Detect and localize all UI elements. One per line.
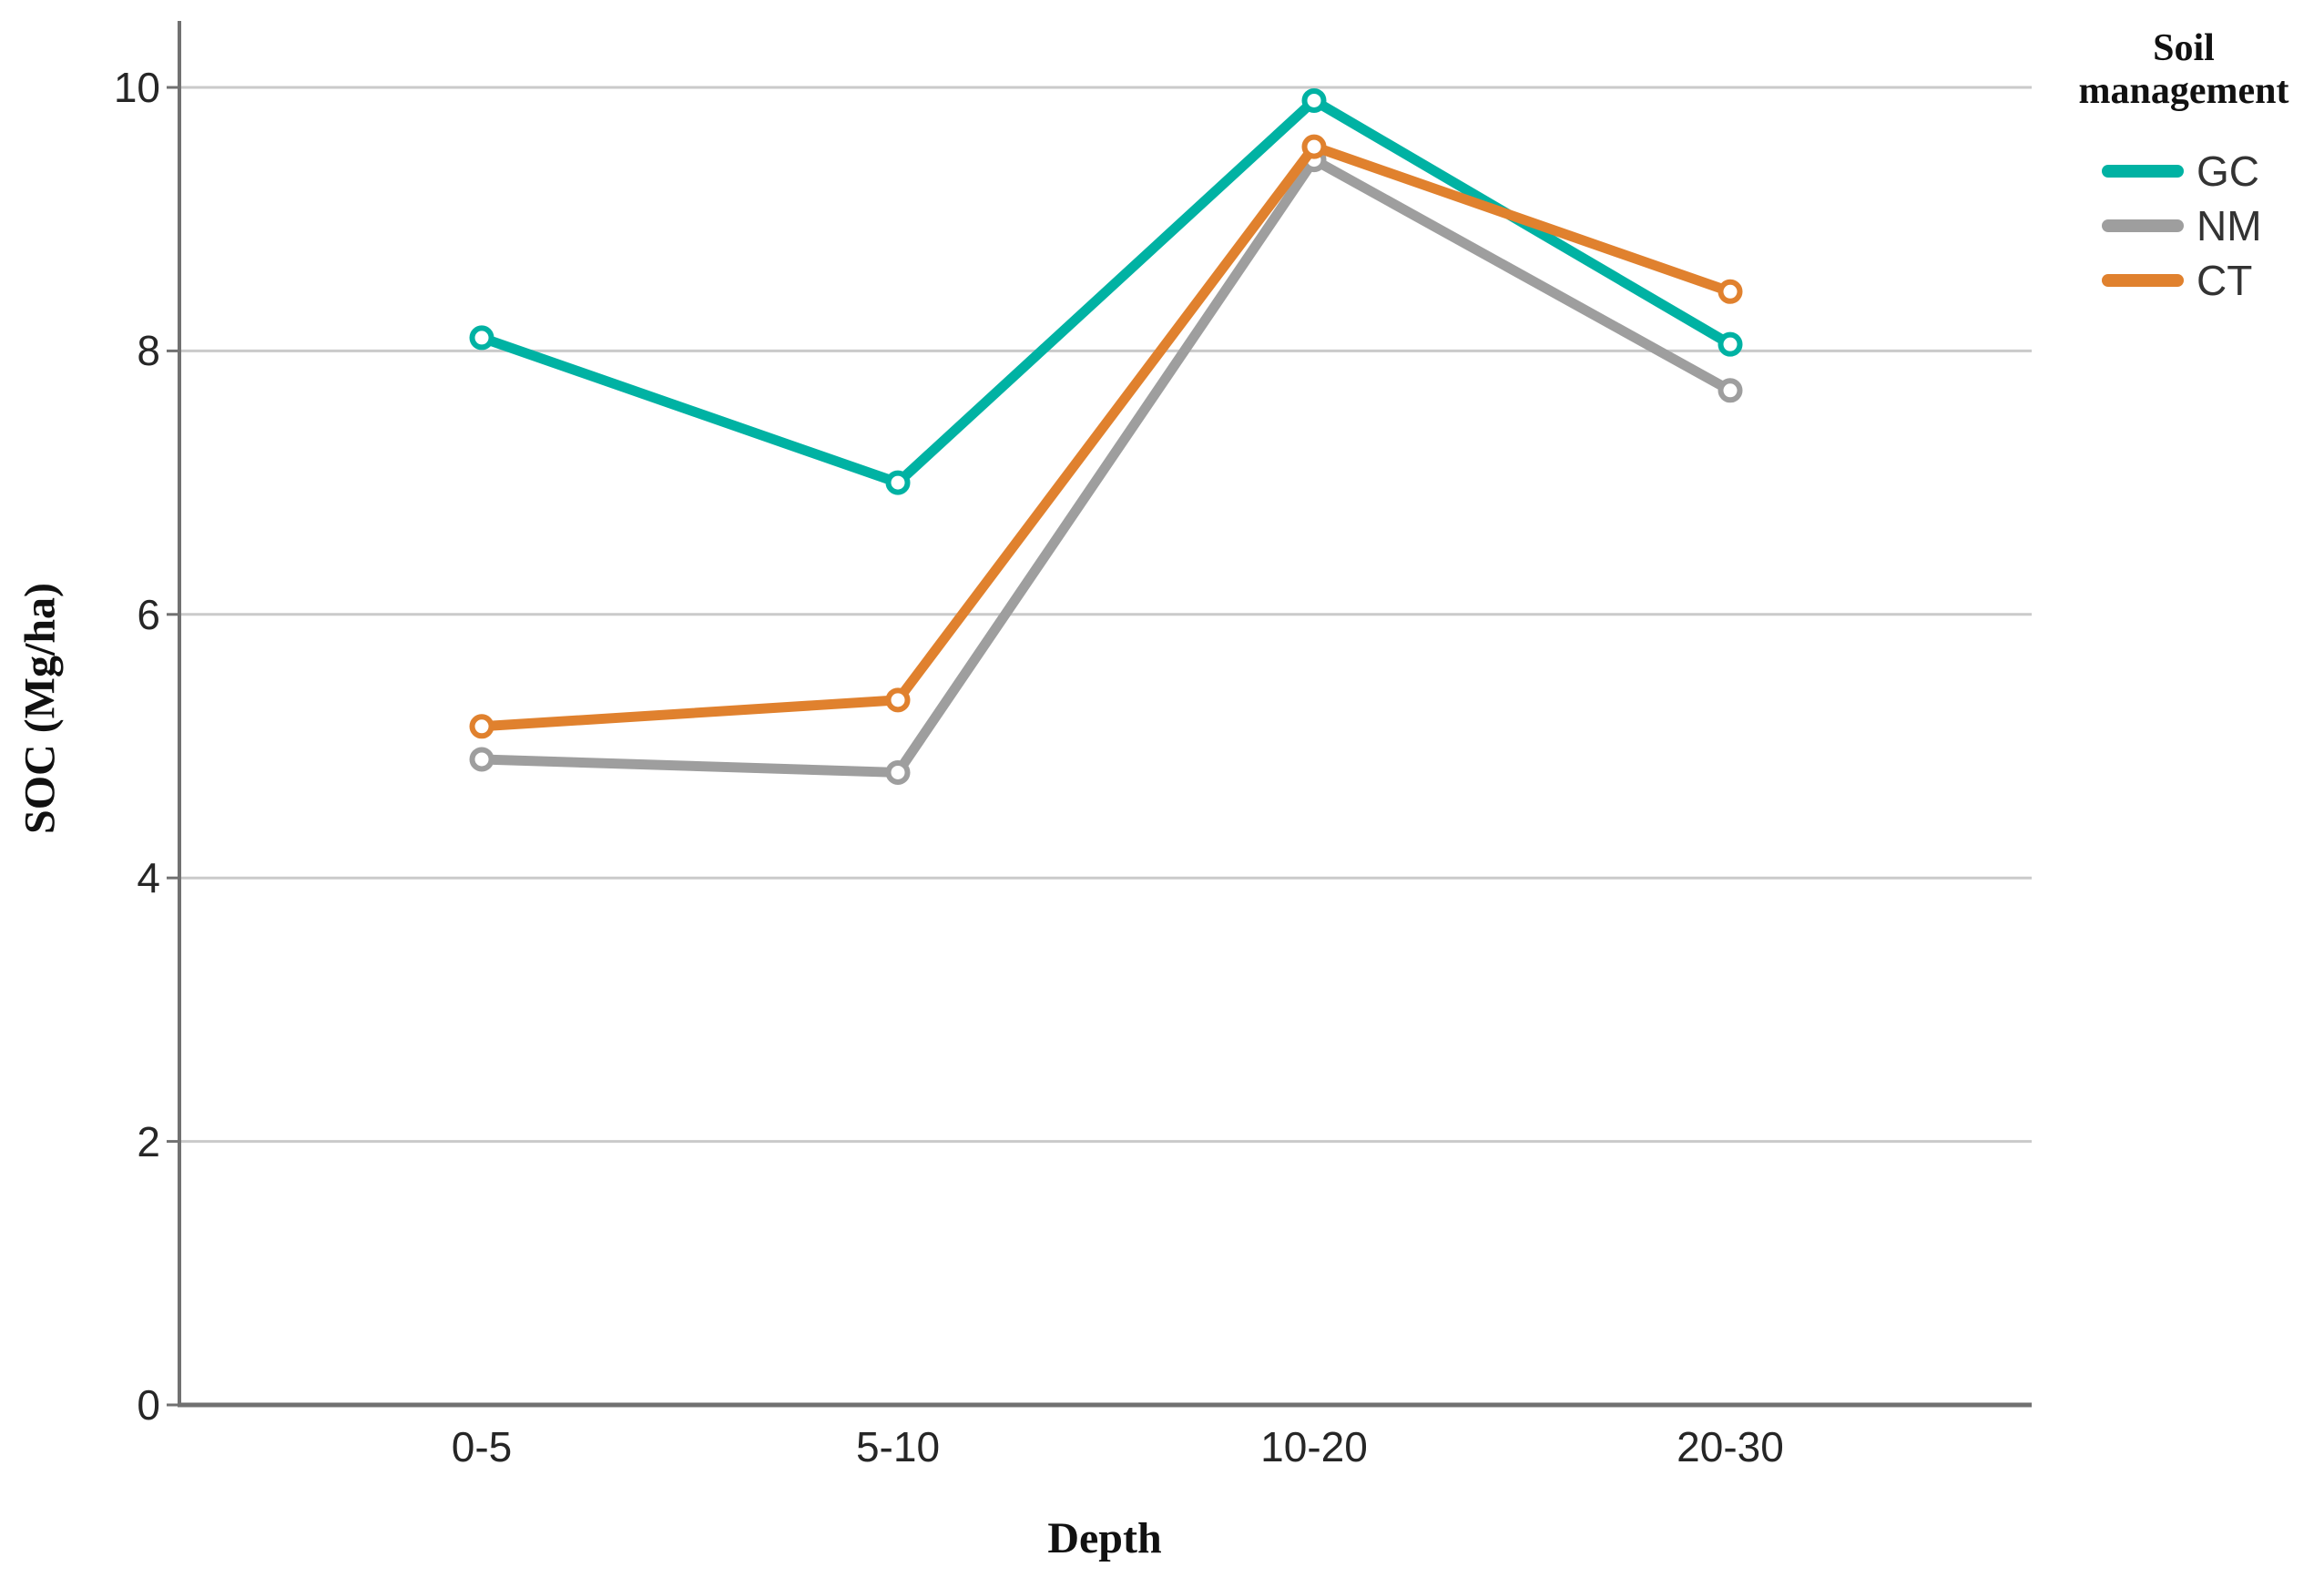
series-CT-line: [481, 141, 1732, 732]
x-tick-label-10-20: 10-20: [1260, 1423, 1368, 1470]
legend-item-gc: GC: [2102, 148, 2320, 195]
series-GC-marker-0-5: [469, 325, 494, 351]
series-NM-marker-20-30: [1718, 378, 1743, 403]
legend-swatch-gc: [2102, 165, 2184, 178]
legend-title: Soil management: [2078, 27, 2289, 112]
y-tick-label-8: 8: [137, 327, 160, 374]
series-GC-marker-5-10: [885, 470, 911, 495]
legend: Soil management GC NM CT: [2047, 27, 2320, 304]
legend-item-ct: CT: [2102, 257, 2320, 304]
legend-items: GC NM CT: [2047, 148, 2320, 304]
series-GC-marker-10-20: [1301, 87, 1327, 113]
series-NM-line: [481, 155, 1733, 778]
x-axis-title: Depth: [1047, 1514, 1162, 1562]
legend-item-nm: NM: [2102, 202, 2320, 249]
y-axis-title: SOC (Mg/ha): [15, 583, 65, 834]
series-GC-marker-20-30: [1718, 331, 1743, 357]
y-tick-label-4: 4: [137, 854, 160, 901]
legend-swatch-ct: [2102, 274, 2184, 287]
series-NM-marker-5-10: [885, 759, 911, 785]
x-tick-label-20-30: 20-30: [1677, 1423, 1784, 1470]
legend-label-nm: NM: [2197, 202, 2262, 249]
legend-swatch-nm: [2102, 219, 2184, 232]
y-tick-label-2: 2: [137, 1118, 160, 1165]
y-tick-label-0: 0: [137, 1381, 160, 1429]
y-tick-label-10: 10: [113, 64, 160, 111]
series-CT-marker-5-10: [885, 687, 911, 713]
series-CT-marker-10-20: [1301, 134, 1327, 159]
legend-label-gc: GC: [2197, 148, 2259, 195]
x-tick-label-0-5: 0-5: [451, 1423, 513, 1470]
x-tick-label-5-10: 5-10: [855, 1423, 941, 1470]
series-CT-marker-0-5: [469, 714, 494, 739]
series-CT-marker-20-30: [1718, 279, 1743, 304]
series-NM-marker-0-5: [469, 747, 494, 772]
legend-label-ct: CT: [2197, 257, 2253, 304]
y-tick-label-6: 6: [137, 591, 160, 638]
